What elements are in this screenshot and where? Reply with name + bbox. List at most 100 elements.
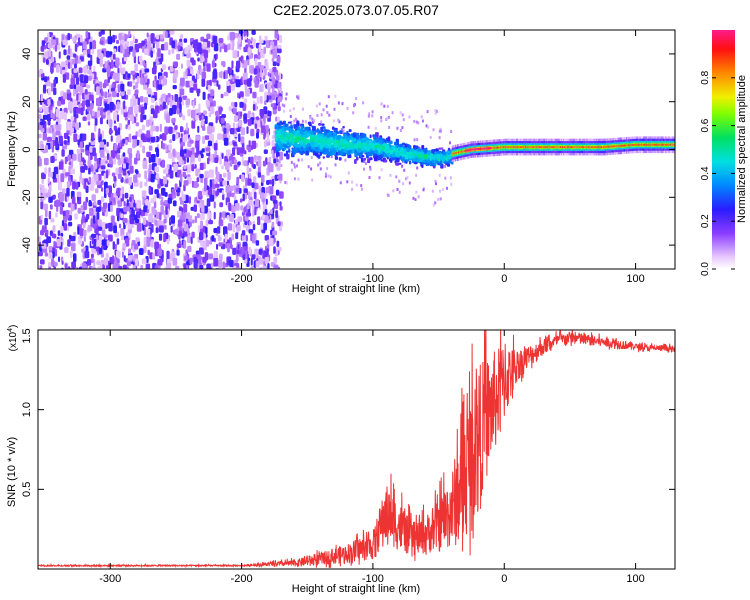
heatmap-cell (278, 140, 282, 144)
heatmap-cell (261, 83, 264, 92)
heatmap-cell (103, 144, 107, 152)
heatmap-cell (371, 110, 374, 114)
heatmap-cell (232, 147, 236, 156)
heatmap-cell (233, 115, 239, 122)
heatmap-cell (169, 139, 172, 144)
heatmap-cell (299, 131, 304, 135)
heatmap-cell (351, 180, 354, 184)
heatmap-cell (342, 129, 345, 133)
heatmap-cell (119, 223, 122, 229)
heatmap-cell (216, 243, 219, 250)
heatmap-cell (150, 173, 155, 183)
heatmap-cell (263, 133, 266, 140)
heatmap-cell (293, 165, 296, 169)
heatmap-cell (130, 40, 134, 47)
heatmap-cell (172, 257, 178, 266)
heatmap-cell (248, 221, 252, 226)
heatmap-cell (395, 162, 400, 166)
heatmap-cell (86, 113, 91, 121)
heatmap-cell (449, 176, 452, 180)
heatmap-cell (169, 66, 174, 72)
heatmap-cell (230, 244, 233, 250)
heatmap-cell (191, 147, 195, 155)
heatmap-cell (347, 171, 350, 175)
heatmap-cell (176, 191, 180, 197)
heatmap-cell (244, 30, 248, 36)
heatmap-cell (55, 199, 61, 207)
heatmap-cell (178, 96, 182, 103)
heatmap-cell (53, 166, 59, 175)
heatmap-cell (208, 253, 214, 260)
heatmap-cell (243, 46, 247, 53)
heatmap-cell (226, 215, 230, 220)
heatmap-cell (173, 117, 176, 123)
heatmap-cell (344, 158, 347, 162)
heatmap-cell (108, 202, 111, 212)
heatmap-cell (53, 261, 58, 267)
heatmap-cell (71, 261, 76, 269)
heatmap-cell (99, 149, 105, 158)
heatmap-cell (157, 84, 163, 90)
heatmap-cell (60, 225, 64, 234)
heatmap-cell (460, 151, 462, 153)
heatmap-cell (271, 57, 275, 63)
heatmap-cell (276, 240, 280, 247)
heatmap-cell (259, 39, 264, 44)
heatmap-cell (116, 92, 120, 98)
heatmap-cell (186, 164, 191, 174)
heatmap-cell (405, 177, 407, 181)
heatmap-cell (148, 213, 153, 223)
heatmap-cell (434, 201, 437, 205)
heatmap-cell (296, 95, 299, 99)
heatmap-cell (128, 133, 132, 143)
heatmap-cell (256, 132, 259, 139)
heatmap-cell (380, 140, 383, 143)
heatmap-cell (43, 84, 47, 93)
heatmap-cell (279, 34, 283, 44)
heatmap-cell (470, 148, 472, 151)
heatmap-cell (85, 196, 89, 203)
heatmap-cell (222, 180, 228, 186)
heatmap-cell (380, 159, 384, 162)
heatmap-cell (333, 119, 335, 123)
heatmap-cell (150, 198, 155, 204)
heatmap-cell (212, 189, 216, 195)
heatmap-cell (354, 159, 357, 164)
heatmap-cell (173, 163, 179, 172)
heatmap-cell (439, 129, 442, 133)
heatmap-cell (150, 33, 155, 42)
heatmap-cell (79, 141, 83, 149)
heatmap-cell (50, 109, 53, 119)
heatmap-cell (115, 57, 120, 66)
heatmap-cell (117, 200, 123, 207)
heatmap-cell (462, 150, 464, 153)
heatmap-cell (40, 45, 45, 52)
heatmap-cell (41, 184, 45, 194)
heatmap-cell (283, 104, 286, 108)
heatmap-cell (312, 151, 315, 156)
heatmap-cell (174, 125, 178, 130)
heatmap-cell (196, 177, 200, 183)
heatmap-cell (519, 146, 521, 149)
heatmap-cell (58, 181, 62, 191)
heatmap-cell (106, 114, 111, 120)
heatmap-cell (336, 135, 341, 140)
heatmap-cell (189, 257, 193, 265)
heatmap-cell (355, 97, 358, 101)
heatmap-cell (275, 129, 279, 133)
heatmap-cell (404, 149, 407, 154)
heatmap-cell (163, 218, 167, 224)
heatmap-cell (209, 194, 215, 202)
heatmap-cell (190, 69, 194, 75)
heatmap-cell (264, 235, 270, 241)
heatmap-cell (149, 252, 154, 260)
heatmap-cell (127, 81, 130, 87)
heatmap-cell (313, 136, 316, 141)
heatmap-cell (291, 147, 294, 150)
heatmap-cell (184, 255, 189, 261)
heatmap-cell (182, 171, 186, 178)
heatmap-cell (64, 143, 68, 150)
heatmap-cell (299, 140, 303, 144)
heatmap-cell (293, 148, 298, 154)
heatmap-cell (80, 166, 85, 173)
